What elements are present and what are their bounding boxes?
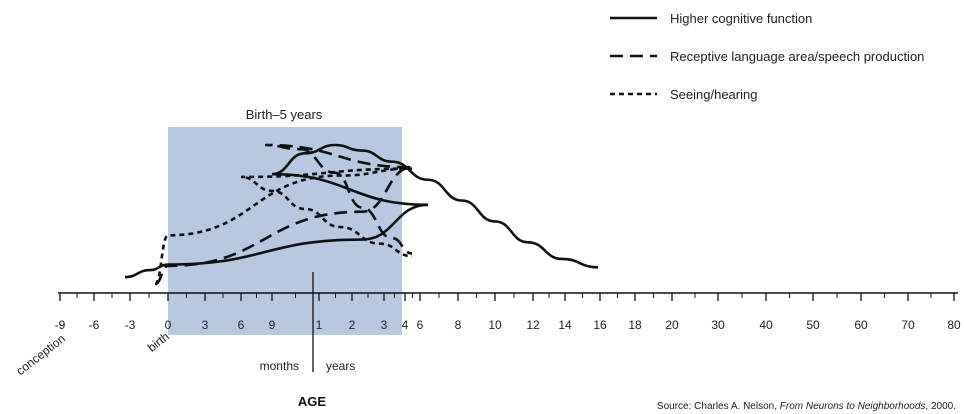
series-line-dotted [153, 167, 413, 286]
legend-label: Seeing/hearing [670, 87, 757, 102]
birth-label: birth [145, 329, 172, 354]
months-label: months [260, 359, 299, 373]
x-tick-label: 20 [665, 318, 679, 332]
x-tick-label: 8 [455, 318, 462, 332]
birth-to-5-years-label: Birth–5 years [246, 107, 323, 122]
source-suffix: , 2000. [925, 401, 956, 412]
x-tick-label: 12 [526, 318, 540, 332]
legend: Higher cognitive function Receptive langu… [610, 11, 924, 102]
x-tick-label: -6 [89, 318, 100, 332]
source-title: From Neurons to Neighborhoods [780, 401, 926, 412]
x-tick-label: -9 [55, 318, 66, 332]
x-tick-label: 14 [558, 318, 572, 332]
x-tick-label: 6 [238, 318, 245, 332]
birth-to-5-years-region [168, 127, 402, 335]
x-tick-label: 0 [165, 318, 172, 332]
x-tick-label: 9 [269, 318, 276, 332]
legend-label: Receptive language area/speech productio… [670, 49, 924, 64]
x-tick-label: 10 [488, 318, 502, 332]
series-line-dashed [154, 143, 413, 286]
source-note: Source: Charles A. Nelson, From Neurons … [657, 401, 956, 412]
x-tick-label: -3 [125, 318, 136, 332]
source-prefix: Source: Charles A. Nelson, [657, 401, 780, 412]
x-tick-label: 18 [628, 318, 642, 332]
x-tick-label: 3 [202, 318, 209, 332]
x-tick-label: 50 [806, 318, 820, 332]
x-axis-title: AGE [298, 394, 327, 409]
x-tick-label: 60 [854, 318, 868, 332]
legend-label: Higher cognitive function [670, 11, 812, 26]
years-label: years [326, 359, 355, 373]
x-tick-label: 70 [901, 318, 915, 332]
x-tick-label: 4 [402, 318, 409, 332]
x-ticks: -9 -6 -3 0 3 6 9 1 2 3 4 6 8 10 12 14 16 18 20 30 40 50 60 70 80 [55, 293, 961, 332]
x-tick-label: 6 [417, 318, 424, 332]
x-tick-label: 80 [947, 318, 961, 332]
x-tick-label: 2 [349, 318, 356, 332]
conception-label: conception [13, 331, 67, 378]
x-tick-label: 30 [711, 318, 725, 332]
x-tick-label: 40 [759, 318, 773, 332]
series-layer [124, 143, 599, 286]
x-tick-label: 3 [381, 318, 388, 332]
x-tick-label: 16 [593, 318, 607, 332]
series-line-solid [124, 143, 599, 279]
x-tick-label: 1 [316, 318, 323, 332]
